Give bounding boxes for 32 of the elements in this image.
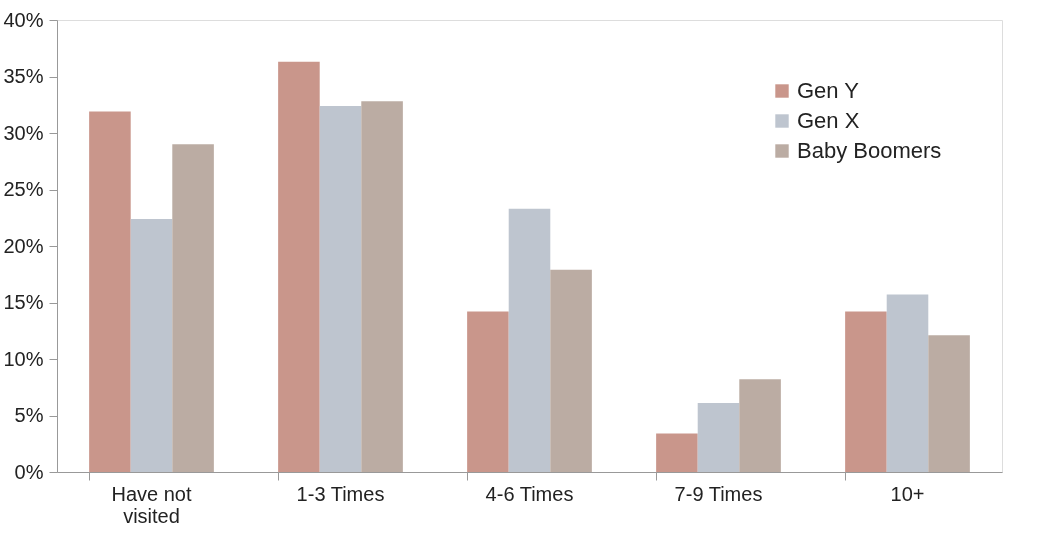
bar [172,144,214,472]
bar [278,61,320,472]
x-tick-label: 4-6 Times [485,482,574,505]
y-tick-label: 0% [14,460,44,483]
bar [928,335,970,472]
legend-label: Gen X [797,108,860,133]
bar [319,105,362,472]
legend-label: Gen Y [797,78,860,103]
bar [508,208,551,472]
bar [130,218,173,472]
bar [739,379,781,472]
bar [550,269,592,472]
y-tick-label: 15% [3,291,44,313]
y-tick-label: 40% [3,8,44,31]
bar [361,101,403,472]
bar [845,311,887,472]
y-tick-label: 5% [14,404,44,426]
x-tick-label: 7-9 Times [674,482,763,505]
x-tick-label: Have not visited [111,482,192,527]
x-tick-label: 10+ [890,482,925,505]
bar [656,433,698,472]
bar [886,294,929,472]
bar [89,111,131,472]
y-tick-label: 35% [3,65,44,87]
y-tick-label: 20% [3,234,44,257]
y-tick-label: 25% [3,178,44,200]
bar [467,311,509,472]
y-tick-label: 30% [3,121,44,144]
y-tick-label: 10% [3,347,44,370]
x-tick-label: 1-3 Times [296,482,385,505]
legend-label: Baby Boomers [797,138,942,163]
bar [697,403,740,472]
